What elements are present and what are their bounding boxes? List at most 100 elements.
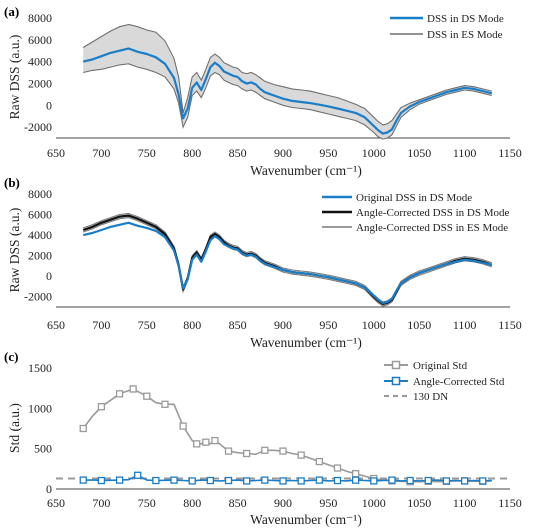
panel-a-ylabel: Raw DSS (a.u.) (7, 35, 22, 120)
legend-b-label-1: Angle-Corrected DSS in DS Mode (356, 207, 509, 219)
data-point (333, 464, 342, 472)
y-tick-label: -2000 (24, 290, 52, 304)
panel-c-ylabel: Std (a.u.) (7, 403, 22, 453)
data-point (442, 477, 451, 485)
x-tick-label: 1150 (498, 496, 522, 510)
data-point (97, 476, 106, 485)
x-tick-label: 800 (183, 146, 201, 160)
data-point (333, 476, 342, 485)
x-tick-label: 1050 (407, 318, 431, 332)
data-point (297, 451, 305, 459)
data-point (279, 477, 287, 485)
series-line (82, 221, 493, 304)
series-band-edge (83, 63, 492, 140)
data-point (152, 476, 160, 485)
plot-area (82, 212, 493, 307)
panel-b-label: (b) (4, 175, 20, 190)
x-tick-label: 1000 (362, 146, 386, 160)
data-point (279, 447, 287, 455)
data-point (188, 477, 196, 485)
x-tick-label: 850 (229, 496, 247, 510)
x-tick-label: 850 (229, 146, 247, 160)
x-tick-label: 750 (138, 146, 156, 160)
legend-a-label-1: DSS in ES Mode (427, 29, 503, 41)
x-tick-label: 650 (47, 146, 65, 160)
data-point (202, 438, 210, 446)
panel-b-legend: Original DSS in DS Mode Angle-Corrected … (322, 192, 509, 234)
x-tick-label: 700 (92, 318, 110, 332)
panel-b-xlabel: Wavenumber (cm⁻¹) (250, 335, 362, 350)
y-tick-label: 6000 (28, 33, 52, 47)
panel-a-xlabel: Wavenumber (cm⁻¹) (250, 163, 362, 178)
y-tick-label: 4000 (28, 228, 52, 242)
y-tick-label: 8000 (28, 187, 52, 201)
data-point (370, 477, 378, 485)
data-point (79, 476, 87, 484)
legend-b-label-2: Angle-Corrected DSS in ES Mode (356, 222, 508, 234)
x-tick-label: 800 (183, 318, 201, 332)
x-tick-label: 1100 (453, 318, 477, 332)
data-point (351, 476, 360, 484)
legend-c-marker-0 (391, 360, 401, 370)
x-tick-label: 1150 (498, 318, 522, 332)
x-tick-label: 1100 (453, 496, 477, 510)
x-tick-label: 750 (138, 496, 156, 510)
y-tick-label: 1000 (28, 401, 52, 415)
y-tick-label: 2000 (28, 249, 52, 263)
data-point (161, 400, 169, 408)
series-band-edge (82, 23, 492, 126)
x-tick-label: 1050 (407, 496, 431, 510)
data-point (143, 392, 151, 400)
x-tick-label: 700 (92, 496, 110, 510)
data-point (261, 446, 269, 454)
data-point (460, 477, 469, 485)
x-tick-label: 700 (92, 146, 110, 160)
x-tick-label: 1000 (362, 318, 386, 332)
data-point (224, 476, 233, 485)
data-point (424, 476, 432, 485)
x-tick-label: 650 (47, 318, 65, 332)
data-point (351, 470, 360, 478)
x-tick-label: 900 (274, 496, 292, 510)
plot-area (56, 385, 510, 486)
x-tick-label: 900 (274, 318, 292, 332)
y-tick-label: 1500 (28, 361, 52, 375)
y-tick-label: 6000 (28, 208, 52, 222)
data-point (97, 403, 106, 411)
x-tick-label: 750 (138, 318, 156, 332)
data-point (243, 449, 251, 458)
y-tick-label: -2000 (24, 120, 52, 134)
panel-c: (c) Std (a.u.) Wavenumber (cm⁻¹) Origina… (4, 349, 522, 527)
y-tick-label: 0 (46, 269, 52, 283)
x-tick-label: 950 (319, 318, 337, 332)
series-band (83, 24, 492, 140)
panel-c-xlabel: Wavenumber (cm⁻¹) (250, 512, 362, 527)
panel-a-label: (a) (4, 4, 19, 19)
data-point (315, 476, 323, 484)
panel-a: (a) Raw DSS (a.u.) Wavenumber (cm⁻¹) DSS… (4, 4, 522, 178)
panel-b-ylabel: Raw DSS (a.u.) (7, 208, 22, 293)
data-point (79, 424, 87, 433)
legend-c-label-1: Angle-Corrected Std (413, 376, 505, 388)
x-tick-label: 1050 (407, 146, 431, 160)
x-tick-label: 950 (319, 146, 337, 160)
data-point (211, 436, 219, 445)
legend-c-label-2: 130 DN (413, 391, 448, 403)
data-point (479, 477, 487, 485)
x-tick-label: 1100 (453, 146, 477, 160)
x-tick-label: 1000 (362, 496, 386, 510)
panel-c-legend: Original Std Angle-Corrected Std 130 DN (384, 360, 505, 403)
plot-area (82, 23, 493, 140)
y-tick-label: 8000 (28, 11, 52, 25)
legend-c-marker-1 (391, 376, 401, 386)
data-point (406, 476, 414, 485)
y-tick-label: 0 (46, 98, 52, 112)
data-point (170, 476, 178, 484)
y-tick-label: 0 (46, 482, 52, 496)
data-point (115, 476, 124, 484)
x-tick-label: 900 (274, 146, 292, 160)
data-point (193, 440, 201, 448)
data-point (179, 422, 187, 430)
data-point (224, 447, 233, 455)
